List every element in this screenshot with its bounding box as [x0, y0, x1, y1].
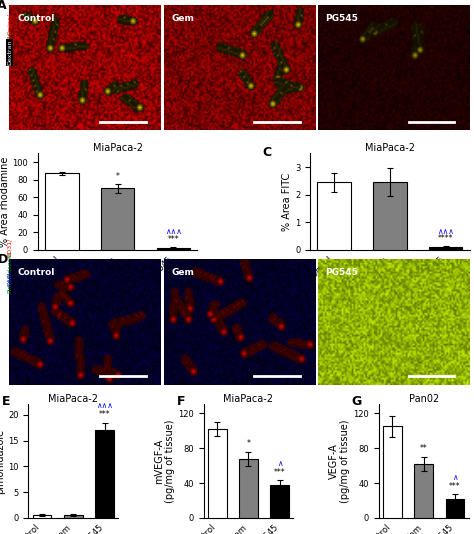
Text: Gem: Gem	[171, 14, 194, 23]
Text: ∧: ∧	[277, 459, 283, 468]
Bar	[271, 485, 289, 518]
Text: ***: ***	[168, 235, 179, 244]
Text: ∧∧∧: ∧∧∧	[165, 227, 182, 237]
Text: CD31/: CD31/	[7, 238, 12, 257]
Text: FIT-C: FIT-C	[7, 29, 12, 45]
Text: E: E	[1, 395, 10, 409]
Bar	[101, 189, 135, 250]
Title: Pan02: Pan02	[409, 394, 439, 404]
Bar	[373, 182, 407, 250]
Y-axis label: mVEGF-A
(pg/mg of tissue): mVEGF-A (pg/mg of tissue)	[154, 420, 175, 503]
Y-axis label: % Area
pimonidazole: % Area pimonidazole	[0, 429, 5, 494]
Text: C: C	[262, 146, 271, 159]
Text: Control: Control	[17, 14, 55, 23]
Bar	[429, 247, 462, 250]
Bar	[414, 464, 433, 518]
Bar	[45, 174, 79, 250]
Text: ∧∧∧: ∧∧∧	[96, 401, 113, 410]
Text: Control: Control	[17, 268, 55, 277]
Bar	[64, 515, 83, 518]
Title: MiaPaca-2: MiaPaca-2	[223, 394, 273, 404]
Bar	[383, 426, 401, 518]
Text: **: **	[420, 444, 428, 453]
Text: *: *	[246, 439, 250, 448]
Text: Rhodamine/: Rhodamine/	[7, 13, 12, 51]
Text: G: G	[352, 395, 362, 409]
Y-axis label: % Area rhodamine: % Area rhodamine	[0, 156, 9, 247]
Title: MiaPaca-2: MiaPaca-2	[365, 143, 415, 153]
Bar	[95, 430, 114, 518]
Text: ∧∧∧: ∧∧∧	[437, 227, 454, 236]
Text: ∧: ∧	[452, 473, 458, 482]
Text: D: D	[0, 253, 8, 266]
Text: A: A	[0, 0, 7, 12]
Title: MiaPaca-2: MiaPaca-2	[48, 394, 98, 404]
Text: F: F	[177, 395, 185, 409]
Text: Pimonidazole: Pimonidazole	[7, 251, 12, 293]
Text: ***: ***	[99, 410, 110, 419]
Text: Gem: Gem	[171, 268, 194, 277]
Y-axis label: VEGF-A
(pg/mg of tissue): VEGF-A (pg/mg of tissue)	[329, 420, 350, 503]
Text: ***: ***	[449, 482, 461, 491]
Bar	[446, 499, 465, 518]
Text: PG545: PG545	[326, 268, 358, 277]
Text: PG545: PG545	[326, 14, 358, 23]
Text: *: *	[116, 172, 119, 181]
Bar	[33, 515, 51, 518]
Y-axis label: % Area FITC: % Area FITC	[282, 172, 292, 231]
Bar	[208, 429, 227, 518]
Bar	[157, 248, 190, 250]
Bar	[317, 182, 351, 250]
Text: ***: ***	[274, 468, 286, 477]
Bar	[239, 459, 258, 518]
Text: Dextran: Dextran	[7, 40, 12, 66]
Text: DAPI: DAPI	[7, 271, 12, 286]
Title: MiaPaca-2: MiaPaca-2	[93, 143, 143, 153]
Text: ****: ****	[438, 234, 453, 244]
